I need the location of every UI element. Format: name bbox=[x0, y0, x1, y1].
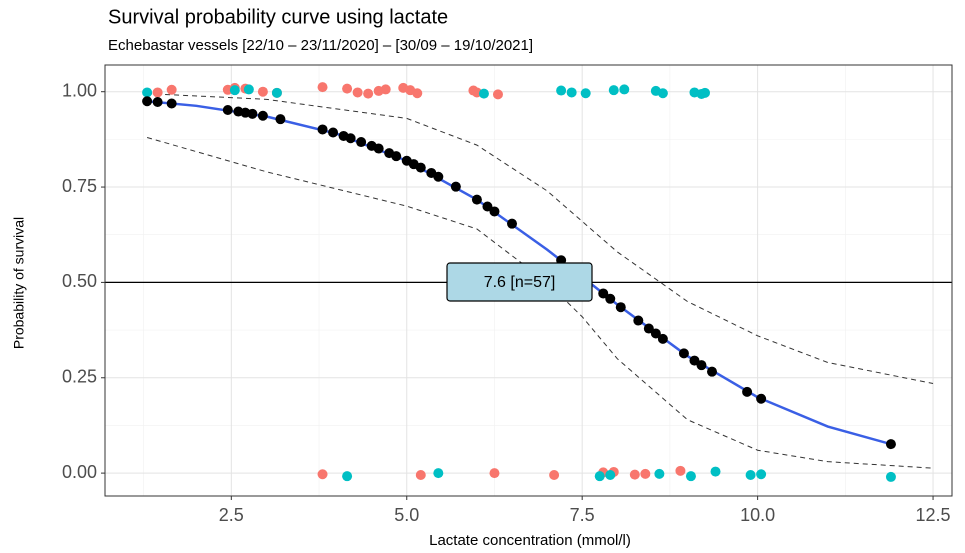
chart-title: Survival probability curve using lactate bbox=[108, 6, 448, 28]
point bbox=[489, 206, 500, 217]
point bbox=[615, 302, 626, 313]
point bbox=[745, 470, 756, 481]
point bbox=[152, 87, 163, 98]
annotation-box bbox=[446, 262, 593, 302]
point bbox=[328, 127, 339, 138]
frame bbox=[104, 64, 953, 497]
y-tick-label: 0.75 bbox=[62, 176, 97, 196]
point bbox=[356, 137, 367, 148]
point bbox=[643, 323, 654, 334]
point bbox=[549, 470, 560, 481]
point bbox=[415, 162, 426, 173]
point bbox=[380, 84, 391, 95]
point bbox=[247, 108, 258, 119]
point bbox=[317, 469, 328, 480]
point bbox=[633, 315, 644, 326]
point bbox=[271, 87, 282, 98]
point bbox=[556, 85, 567, 96]
point bbox=[243, 84, 254, 95]
point bbox=[222, 105, 233, 116]
point bbox=[257, 86, 268, 97]
point bbox=[594, 471, 605, 482]
x-tick-label: 10.0 bbox=[740, 505, 775, 525]
point bbox=[608, 85, 619, 96]
point bbox=[707, 366, 718, 377]
point bbox=[142, 96, 153, 107]
point bbox=[166, 98, 177, 109]
point bbox=[657, 88, 668, 99]
x-tick-label: 12.5 bbox=[916, 505, 951, 525]
point bbox=[433, 171, 444, 182]
point bbox=[657, 333, 668, 344]
y-tick-label: 1.00 bbox=[62, 80, 97, 100]
point bbox=[229, 85, 240, 96]
point bbox=[629, 469, 640, 480]
point bbox=[482, 201, 493, 212]
x-tick-label: 7.5 bbox=[570, 505, 595, 525]
point bbox=[450, 181, 461, 192]
point bbox=[756, 393, 767, 404]
point bbox=[507, 218, 518, 229]
point bbox=[257, 110, 268, 121]
point bbox=[885, 471, 896, 482]
point bbox=[885, 439, 896, 450]
point bbox=[391, 151, 402, 162]
point bbox=[605, 293, 616, 304]
point bbox=[696, 360, 707, 371]
point bbox=[415, 470, 426, 481]
point bbox=[166, 84, 177, 95]
point bbox=[675, 465, 686, 476]
point bbox=[152, 96, 163, 107]
point bbox=[742, 386, 753, 397]
annotation: 7.6 [n=57] bbox=[484, 274, 556, 291]
y-tick-label: 0.50 bbox=[62, 271, 97, 291]
y-axis-title: Probability of survival bbox=[11, 217, 27, 349]
chart-subtitle: Echebastar vessels [22/10 – 23/11/2020] … bbox=[108, 37, 533, 54]
point bbox=[342, 83, 353, 94]
point bbox=[640, 468, 651, 479]
point bbox=[699, 87, 710, 98]
confidence-line bbox=[146, 136, 934, 469]
point bbox=[678, 348, 689, 359]
y-tick-label: 0.25 bbox=[62, 367, 97, 387]
point bbox=[433, 468, 444, 479]
point bbox=[650, 328, 661, 339]
point bbox=[342, 471, 353, 482]
point bbox=[373, 143, 384, 154]
point bbox=[142, 87, 153, 98]
point bbox=[317, 124, 328, 135]
point bbox=[580, 88, 591, 99]
point bbox=[352, 87, 363, 98]
point bbox=[345, 133, 356, 144]
y-tick-label: 0.00 bbox=[62, 462, 97, 482]
point bbox=[492, 89, 503, 100]
point bbox=[654, 468, 665, 479]
x-tick-label: 2.5 bbox=[219, 505, 244, 525]
point bbox=[363, 88, 374, 99]
point bbox=[756, 469, 767, 480]
point bbox=[710, 466, 721, 477]
point bbox=[685, 471, 696, 482]
point bbox=[566, 87, 577, 98]
point bbox=[412, 88, 423, 99]
point bbox=[275, 114, 286, 125]
point bbox=[478, 88, 489, 99]
point bbox=[317, 82, 328, 93]
point bbox=[489, 468, 500, 479]
point bbox=[598, 288, 609, 299]
x-axis-title: Lactate concentration (mmol/l) bbox=[429, 532, 631, 549]
point bbox=[471, 194, 482, 205]
point bbox=[619, 84, 630, 95]
confidence-line bbox=[147, 93, 934, 384]
x-tick-label: 5.0 bbox=[394, 505, 419, 525]
point bbox=[605, 470, 616, 481]
